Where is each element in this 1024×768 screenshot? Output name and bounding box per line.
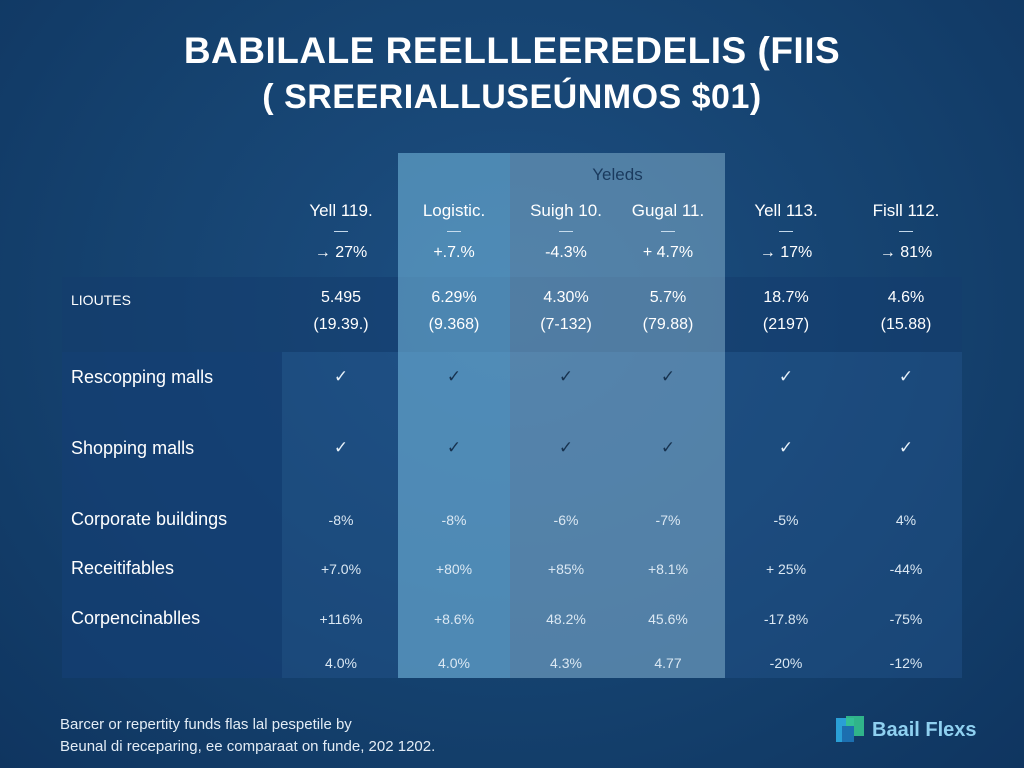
check-mark: ✓ (333, 367, 349, 386)
brand-logo-icon (836, 716, 866, 744)
check-mark: ✓ (660, 438, 676, 457)
liquidity-label: LIOUTES (71, 292, 131, 308)
group-header-yields: Yeleds (592, 165, 643, 184)
liquidity-value: 4.6% (887, 289, 925, 306)
check-mark: ✓ (660, 367, 676, 386)
row-label: Rescopping malls (71, 367, 214, 387)
table-cell: + 25% (765, 561, 807, 577)
liquidity-value: 5.495 (320, 289, 362, 306)
table-cell: +80% (435, 561, 473, 577)
column-header-rule: — (899, 222, 913, 238)
column-header: Gugal 11. (631, 201, 705, 220)
table-cell: 4% (895, 512, 917, 528)
check-mark: ✓ (558, 367, 574, 386)
column-header-rule: — (661, 222, 675, 238)
table-cell: 48.2% (546, 611, 586, 627)
highlight-column-yields (510, 153, 725, 678)
check-mark: ✓ (778, 367, 794, 386)
table-cell: +116% (319, 611, 363, 627)
column-change: → 17% (759, 244, 813, 261)
column-header: Suigh 10. (530, 201, 602, 220)
table-cell: -44% (889, 561, 923, 577)
column-header-rule: — (447, 222, 461, 238)
column-change: + 4.7% (642, 244, 694, 261)
footer-note-line-2: Beunal di receparing, ee comparaat on fu… (60, 738, 436, 755)
row-label: Shopping malls (71, 438, 195, 458)
table-cell: 4.3% (550, 655, 582, 671)
table-cell: -17.8% (763, 611, 809, 627)
liquidity-note: (9.368) (428, 316, 480, 333)
table-cell: +8.1% (647, 561, 689, 577)
brand-logo: Baail Flexs (836, 716, 977, 744)
check-mark: ✓ (778, 438, 794, 457)
liquidity-note: (7-132) (540, 316, 592, 333)
column-header-rule: — (334, 222, 348, 238)
column-header: Yell 113. (754, 201, 818, 220)
liquidity-note: (2197) (762, 316, 810, 333)
table-cell: 4.0% (438, 655, 470, 671)
table-cell: 4.77 (654, 655, 682, 671)
liquidity-note: (19.39.) (313, 316, 369, 333)
liquidity-value: 18.7% (763, 289, 809, 306)
column-header-rule: — (779, 222, 793, 238)
check-mark: ✓ (446, 438, 462, 457)
check-mark: ✓ (558, 438, 574, 457)
highlight-column-logistic (398, 153, 510, 678)
column-change: +.7.% (433, 244, 475, 261)
check-mark: ✓ (898, 438, 914, 457)
row-label: Corporate buildings (71, 509, 228, 529)
table-cell: +7.0% (320, 561, 362, 577)
brand-name: Baail Flexs (872, 718, 977, 741)
title-line-2: ( SREERIALLUSEÚNMOS $01) (262, 78, 762, 116)
column-change: → 27% (314, 244, 368, 261)
column-header-rule: — (559, 222, 573, 238)
table-cell: -75% (889, 611, 923, 627)
table-cell: +85% (547, 561, 585, 577)
column-change: → 81% (879, 244, 933, 261)
table-cell: -7% (655, 512, 681, 528)
title-line-1: BABILALE REELLLEEREDELIS (FIIS (183, 30, 841, 71)
column-header: Logistic. (422, 201, 486, 220)
table-cell: -20% (769, 655, 803, 671)
liquidity-note: (15.88) (880, 316, 932, 333)
table-cell: -8% (328, 512, 354, 528)
table-cell: -5% (773, 512, 799, 528)
check-mark: ✓ (333, 438, 349, 457)
liquidity-value: 4.30% (543, 289, 589, 306)
table-cell: 4.0% (325, 655, 357, 671)
column-header: Yell 119. (309, 201, 373, 220)
liquidity-note: (79.88) (642, 316, 694, 333)
check-mark: ✓ (446, 367, 462, 386)
table-cell: +8.6% (433, 611, 475, 627)
table-cell: -8% (441, 512, 467, 528)
liquidity-row-band (62, 277, 962, 352)
row-label-column (62, 352, 282, 678)
row-label: Receitifables (71, 558, 175, 578)
footer-note-line-1: Barcer or repertity funds flas lal pespe… (60, 716, 352, 733)
check-mark: ✓ (898, 367, 914, 386)
column-change: -4.3% (545, 244, 587, 261)
liquidity-value: 6.29% (431, 289, 477, 306)
row-label: Corpencinablles (71, 608, 201, 628)
table-cell: 45.6% (648, 611, 688, 627)
column-header: Fisll 112. (872, 201, 940, 220)
table-cell: -12% (889, 655, 923, 671)
liquidity-value: 5.7% (649, 289, 687, 306)
table-cell: -6% (553, 512, 579, 528)
